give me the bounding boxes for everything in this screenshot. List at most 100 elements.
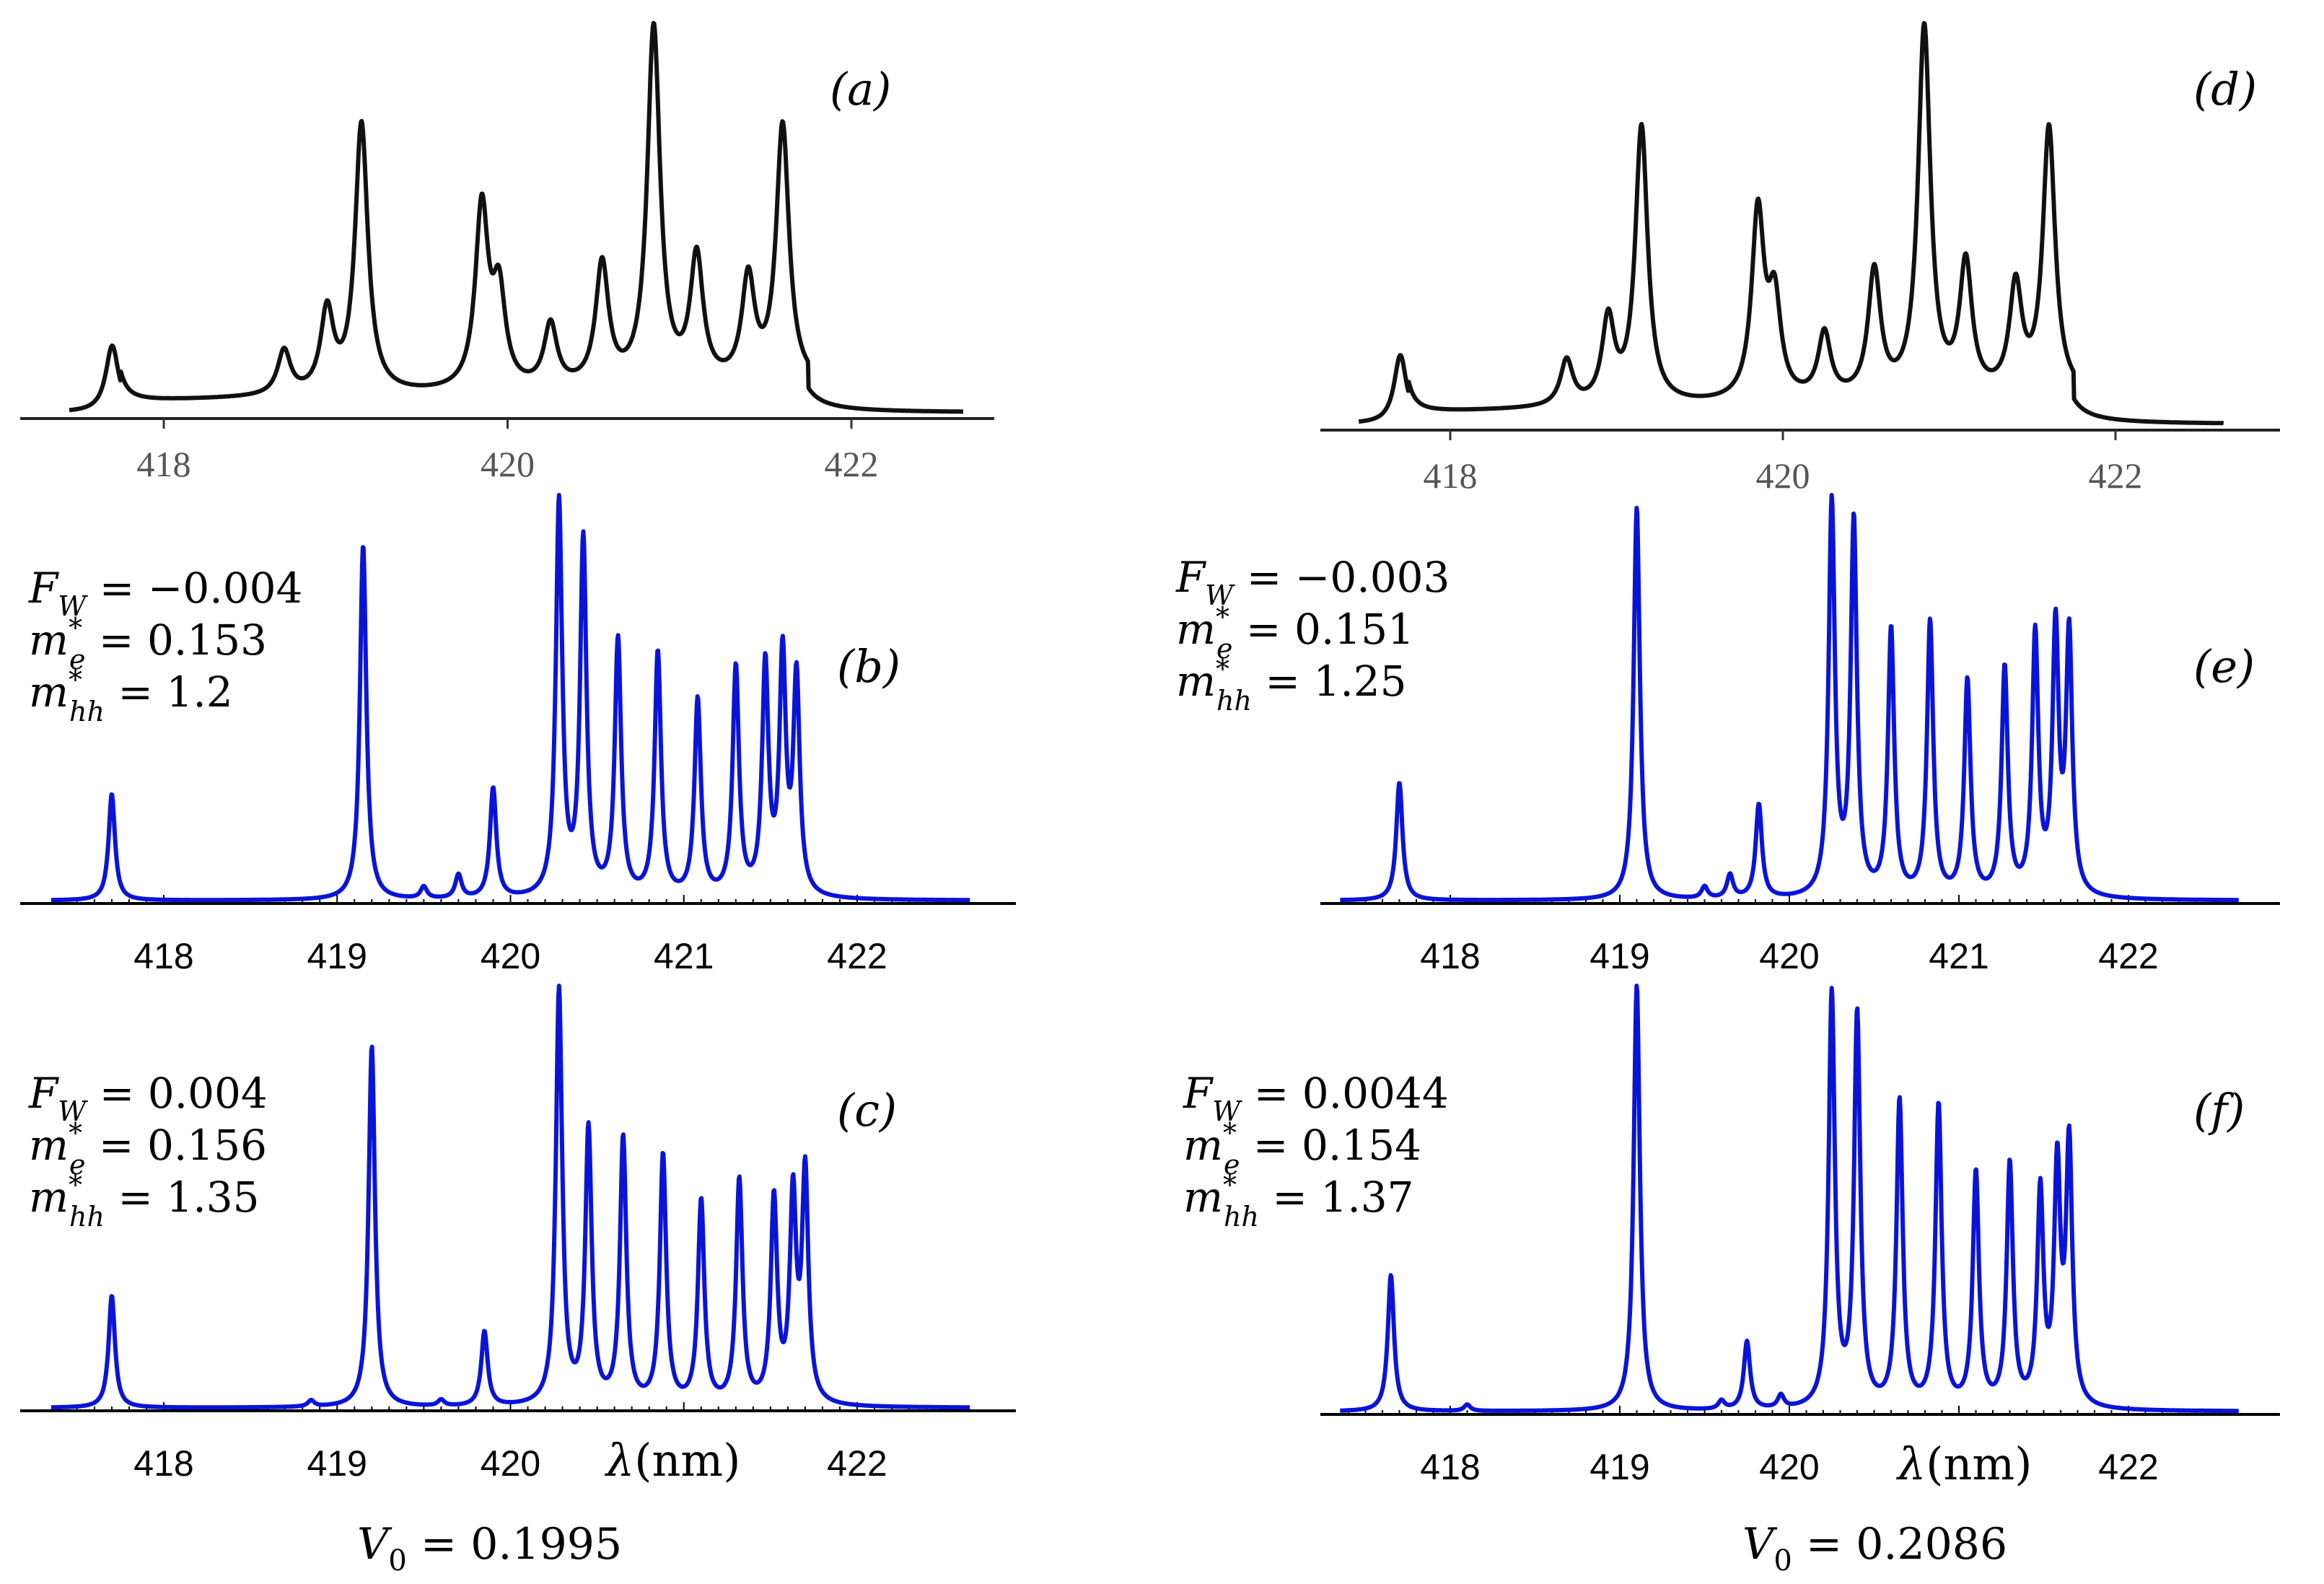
param-symbol: F	[1183, 1069, 1214, 1118]
param-symbol: m	[1176, 657, 1216, 706]
param-value: = 0.153	[86, 616, 268, 665]
panel-letter: (d)	[2193, 63, 2257, 115]
param-sub: W	[1205, 579, 1235, 611]
param-symbol: m	[29, 616, 69, 665]
tick-label: 422	[827, 936, 887, 976]
param-value: = 0.0044	[1240, 1069, 1448, 1118]
param-line: FW = 0.0044	[1183, 1069, 1449, 1127]
tick-label: 420	[1759, 936, 1819, 976]
tick-label: 420	[1756, 455, 1810, 496]
tick-label: 420	[481, 1443, 540, 1484]
panel-a: 418 420 422 (a)	[20, 21, 994, 484]
param-sub: W	[58, 1095, 88, 1127]
param-value: = 0.151	[1233, 605, 1415, 654]
x-axis-label: λ(nm)	[604, 1434, 740, 1487]
param-value: = −0.004	[86, 564, 302, 613]
param-symbol: F	[28, 1069, 59, 1118]
spectrum-line	[49, 493, 972, 903]
param-sub: e	[1224, 1149, 1240, 1181]
param-sub: e	[69, 644, 86, 675]
tick-label: 419	[307, 1443, 367, 1484]
param-symbol: F	[1175, 553, 1206, 602]
param-sub: e	[1216, 633, 1233, 665]
column-label-left: V0 = 0.1995	[357, 1519, 622, 1578]
param-value: = 1.37	[1259, 1173, 1414, 1222]
param-sub: hh	[69, 696, 105, 727]
panel-letter: (f)	[2193, 1084, 2245, 1137]
param-sup: *	[1223, 1117, 1237, 1149]
param-value: = 0.156	[86, 1121, 268, 1170]
param-line: m* e = 0.153	[29, 612, 267, 675]
param-line: m* hh = 1.2	[29, 664, 233, 727]
tick-label: 420	[1759, 1447, 1819, 1487]
panels-layer: 418 420 422(a)418 419 420 421 422(b)FW = −0.00…	[20, 21, 2280, 1490]
tick-label: 418	[1420, 936, 1480, 976]
tick-label: 422	[2089, 455, 2143, 496]
param-value: = 0.004	[86, 1069, 268, 1118]
param-symbol: F	[28, 564, 59, 613]
param-symbol: m	[29, 1173, 69, 1222]
param-line: m* e = 0.156	[29, 1117, 267, 1181]
tick-label: 418	[133, 936, 193, 976]
tick-label: 422	[827, 1443, 887, 1484]
spectrum-line	[1357, 21, 2225, 426]
spectrum-line	[67, 21, 965, 414]
tick-label: 418	[1420, 1447, 1480, 1487]
param-sub: hh	[69, 1201, 105, 1233]
column-label-right: V0 = 0.2086	[1742, 1519, 2007, 1578]
panel-letter: (a)	[830, 63, 891, 115]
param-line: FW = −0.003	[1175, 553, 1450, 611]
param-sup: *	[69, 1117, 82, 1149]
tick-label: 418	[133, 1443, 193, 1484]
param-line: m* hh = 1.37	[1183, 1169, 1414, 1233]
param-symbol: m	[29, 1121, 69, 1170]
tick-label: 420	[481, 936, 540, 976]
param-sup: *	[1216, 653, 1229, 685]
tick-label: 421	[654, 936, 714, 976]
param-value: = 1.25	[1252, 657, 1407, 706]
param-line: m* e = 0.154	[1183, 1117, 1421, 1181]
tick-label: 418	[137, 444, 191, 484]
panel-letter: (c)	[837, 1084, 897, 1137]
tick-label: 418	[1424, 455, 1478, 496]
param-sub: W	[58, 590, 88, 622]
tick-label: 420	[481, 444, 535, 484]
spectrum-line	[1338, 984, 2240, 1414]
param-sup: *	[69, 664, 82, 696]
param-sup: *	[69, 1169, 82, 1201]
param-value: = −0.003	[1233, 553, 1450, 602]
param-symbol: m	[1176, 605, 1216, 654]
tick-label: 422	[825, 444, 879, 484]
param-sup: *	[69, 612, 82, 644]
param-sub: hh	[1224, 1201, 1259, 1233]
param-line: FW = 0.004	[28, 1069, 268, 1127]
param-line: m* hh = 1.35	[29, 1169, 260, 1233]
param-line: m* hh = 1.25	[1176, 653, 1407, 717]
param-value: = 0.154	[1240, 1121, 1422, 1170]
param-line: m* e = 0.151	[1176, 601, 1414, 665]
tick-label: 419	[1589, 1447, 1649, 1487]
tick-label: 422	[2098, 936, 2158, 976]
param-symbol: m	[1183, 1173, 1223, 1222]
panel-d: 418 420 422 (d)	[1320, 21, 2280, 496]
param-sup: *	[1223, 1169, 1237, 1201]
param-sub: e	[69, 1149, 86, 1181]
panel-letter: (e)	[2193, 640, 2255, 693]
spectrum-line	[49, 984, 972, 1410]
param-value: = 1.2	[105, 668, 233, 717]
param-sub: W	[1212, 1095, 1242, 1127]
param-line: FW = −0.004	[28, 564, 302, 622]
param-value: = 1.35	[105, 1173, 260, 1222]
tick-label: 419	[1589, 936, 1649, 976]
spectrum-line	[1338, 493, 2240, 903]
tick-label: 419	[307, 936, 367, 976]
panel-letter: (b)	[837, 640, 900, 693]
x-axis-label: λ(nm)	[1895, 1438, 2032, 1490]
tick-label: 421	[1929, 936, 1988, 976]
param-symbol: m	[1183, 1121, 1223, 1170]
param-sup: *	[1216, 601, 1229, 633]
